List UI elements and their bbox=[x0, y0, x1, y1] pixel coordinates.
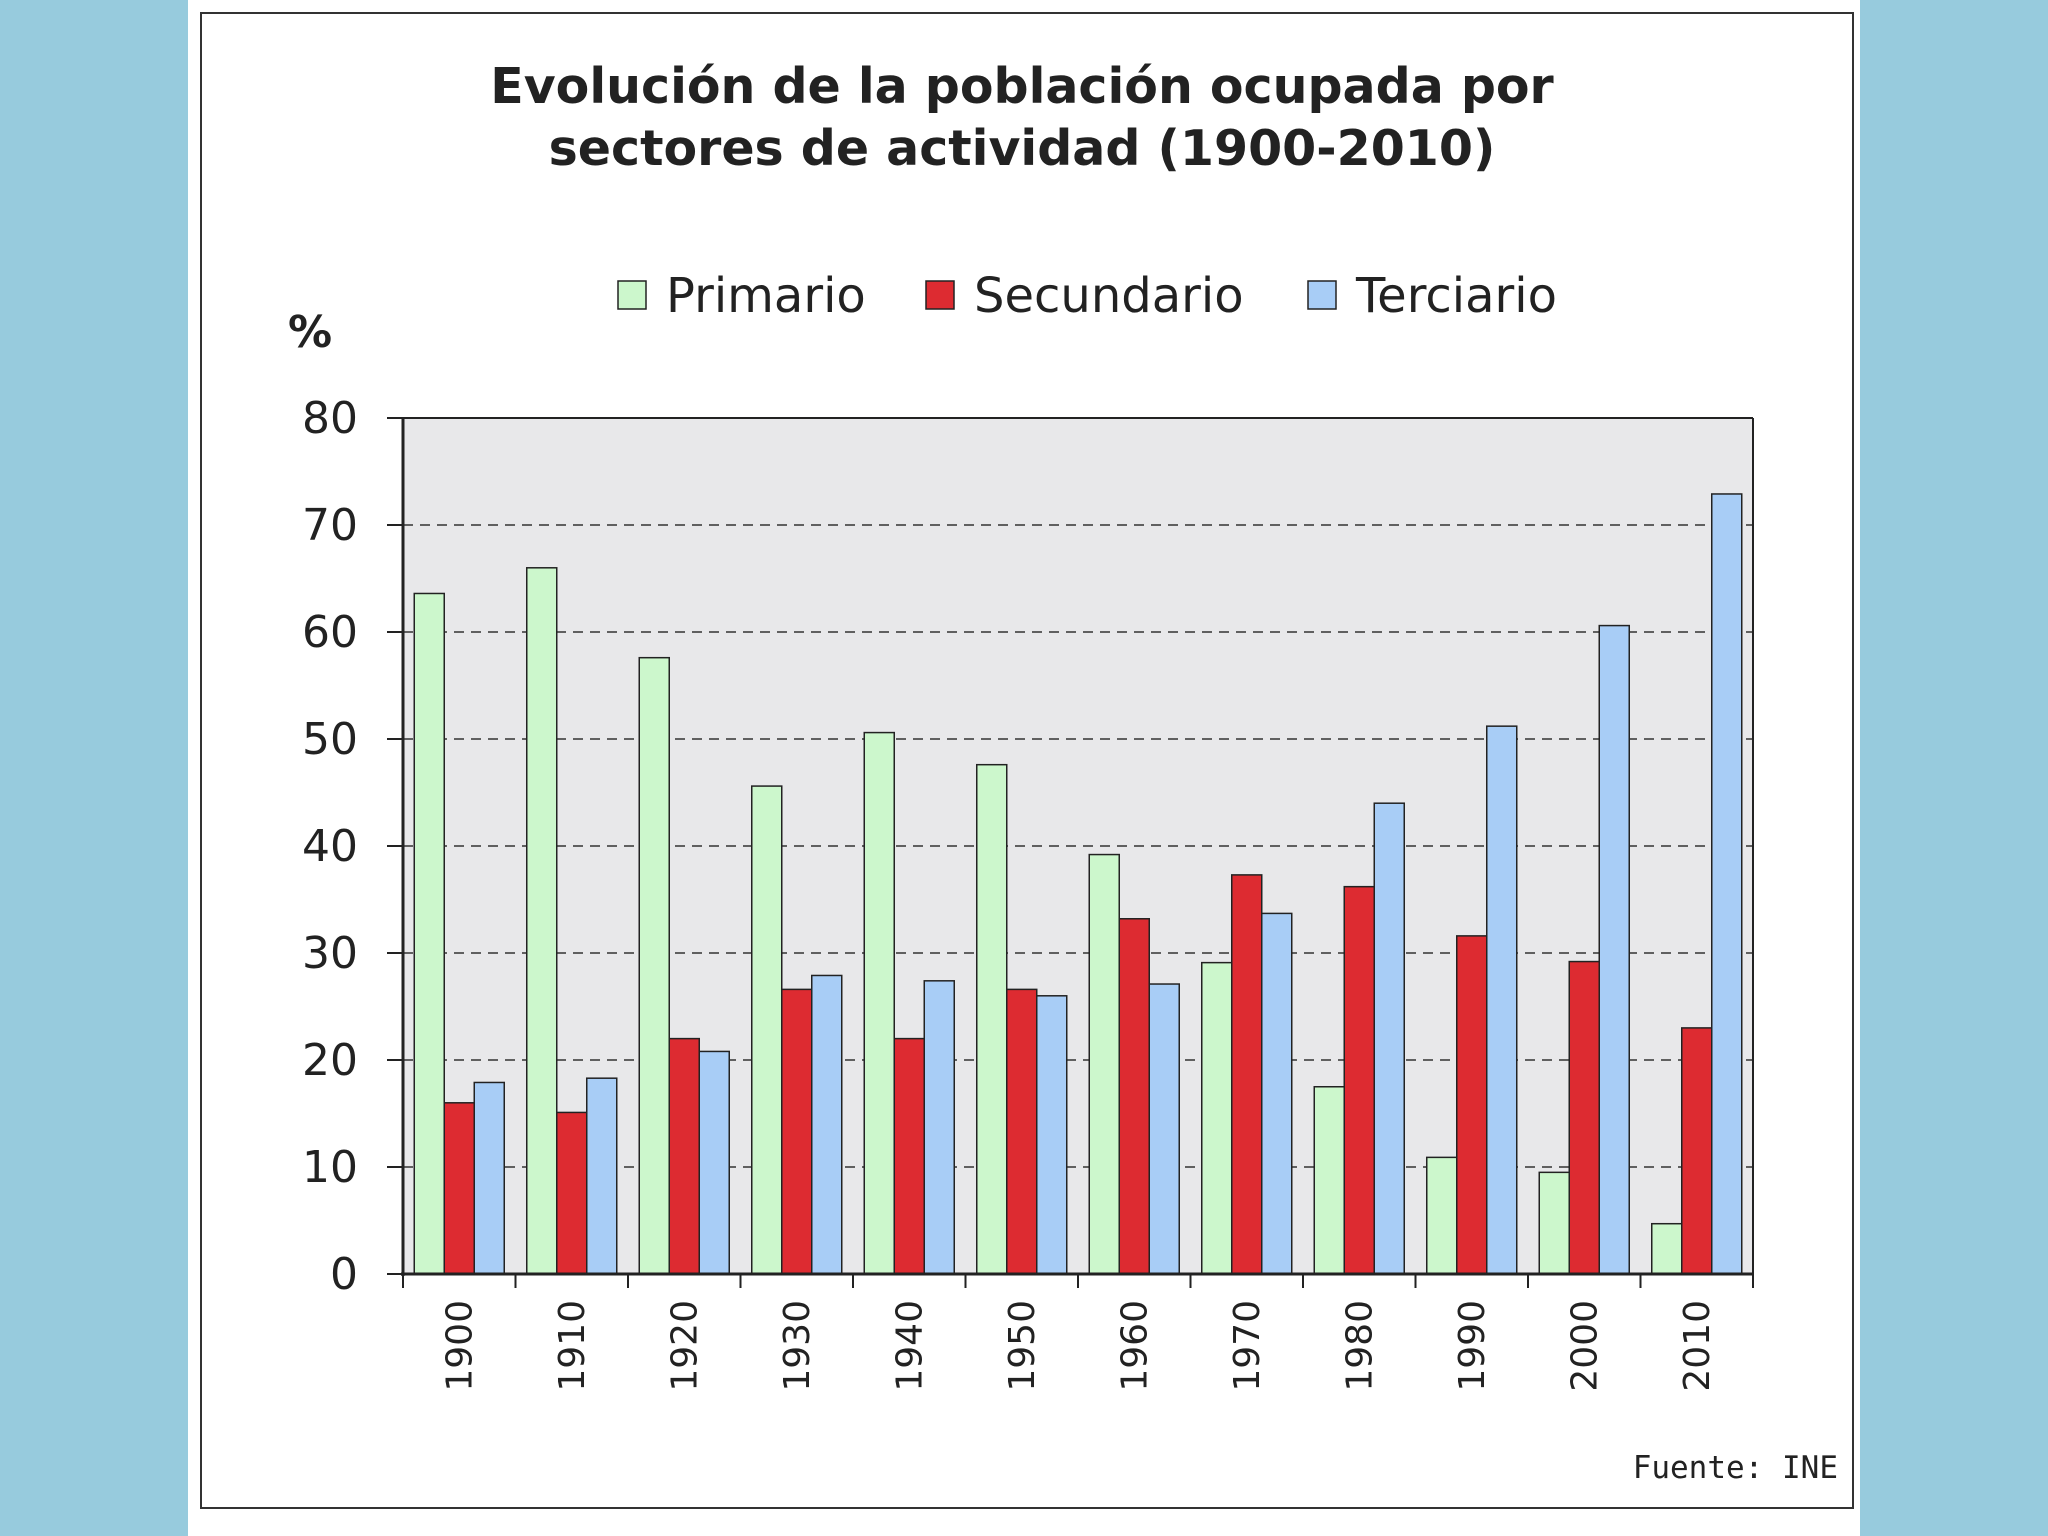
chart: Evolución de la población ocupada por se… bbox=[200, 12, 1854, 1509]
bar-primario-1970 bbox=[1201, 961, 1233, 1275]
bar-terciario-1980 bbox=[1373, 802, 1405, 1275]
legend-swatch-secundario bbox=[925, 280, 955, 310]
bar-secundario-1950 bbox=[1006, 988, 1038, 1275]
chart-title-line-2: sectores de actividad (1900-2010) bbox=[549, 120, 1496, 177]
x-tick-label-1910: 1910 bbox=[552, 1300, 593, 1392]
bar-primario-1960 bbox=[1088, 853, 1120, 1275]
bar-secundario-1960 bbox=[1118, 918, 1150, 1275]
bar-terciario-1910 bbox=[586, 1077, 618, 1275]
legend-label-secundario: Secundario bbox=[974, 268, 1244, 324]
bar-primario-2010 bbox=[1651, 1222, 1683, 1275]
bar-primario-2000 bbox=[1538, 1171, 1570, 1275]
source-note: Fuente: INE bbox=[1633, 1450, 1838, 1486]
y-tick-label-0: 0 bbox=[330, 1249, 358, 1300]
bar-primario-1940 bbox=[863, 731, 895, 1275]
x-tick-label-1900: 1900 bbox=[439, 1300, 480, 1392]
bar-primario-1900 bbox=[413, 592, 445, 1275]
legend-swatch-terciario bbox=[1307, 280, 1337, 310]
x-tick-label-1950: 1950 bbox=[1002, 1300, 1043, 1392]
y-tick-label-50: 50 bbox=[302, 714, 358, 765]
y-axis-label: % bbox=[288, 307, 332, 358]
x-tick-label-1920: 1920 bbox=[664, 1300, 705, 1392]
bar-primario-1980 bbox=[1313, 1086, 1345, 1275]
bar-secundario-1980 bbox=[1343, 885, 1375, 1275]
bars bbox=[413, 493, 1743, 1275]
y-tick-label-60: 60 bbox=[302, 607, 358, 658]
bar-terciario-1920 bbox=[698, 1050, 730, 1275]
bar-secundario-1930 bbox=[781, 988, 813, 1275]
x-tick-label-1930: 1930 bbox=[777, 1300, 818, 1392]
bar-terciario-1900 bbox=[473, 1081, 505, 1275]
x-ticks: 1900 1910 1920 1930 1940 1950 1960 1970 1980 1990… bbox=[402, 1274, 1754, 1392]
x-tick-label-1970: 1970 bbox=[1227, 1300, 1268, 1392]
bar-secundario-1900 bbox=[443, 1102, 475, 1275]
bar-primario-1990 bbox=[1426, 1156, 1458, 1275]
bar-terciario-1940 bbox=[923, 980, 955, 1275]
bar-primario-1950 bbox=[976, 763, 1008, 1275]
bar-secundario-1940 bbox=[893, 1037, 925, 1275]
bar-primario-1910 bbox=[526, 567, 558, 1275]
y-tick-label-40: 40 bbox=[302, 821, 358, 872]
x-tick-label-1940: 1940 bbox=[889, 1300, 930, 1392]
x-tick-label-1980: 1980 bbox=[1339, 1300, 1380, 1392]
bar-secundario-2000 bbox=[1568, 960, 1600, 1275]
bar-primario-1920 bbox=[638, 656, 670, 1275]
y-tick-label-70: 70 bbox=[302, 500, 358, 551]
bar-terciario-2010 bbox=[1711, 493, 1743, 1275]
y-ticks: 0 10 20 30 40 50 60 70 80 bbox=[302, 393, 403, 1300]
legend: Primario Secundario Terciario bbox=[617, 268, 1557, 324]
bar-secundario-1990 bbox=[1456, 935, 1488, 1275]
bar-terciario-1970 bbox=[1261, 912, 1293, 1275]
chart-frame: Evolución de la población ocupada por se… bbox=[188, 0, 1860, 1536]
bar-terciario-1930 bbox=[811, 974, 843, 1275]
bar-terciario-1950 bbox=[1036, 995, 1068, 1275]
bar-terciario-1960 bbox=[1148, 983, 1180, 1275]
x-tick-label-1990: 1990 bbox=[1452, 1300, 1493, 1392]
bar-secundario-1970 bbox=[1231, 874, 1263, 1275]
x-tick-label-1960: 1960 bbox=[1114, 1300, 1155, 1392]
y-tick-label-10: 10 bbox=[302, 1142, 358, 1193]
x-tick-label-2000: 2000 bbox=[1564, 1300, 1605, 1392]
bar-terciario-1990 bbox=[1486, 725, 1518, 1275]
bar-secundario-1910 bbox=[556, 1111, 588, 1275]
y-tick-label-80: 80 bbox=[302, 393, 358, 444]
y-tick-label-30: 30 bbox=[302, 928, 358, 979]
bar-secundario-1920 bbox=[668, 1037, 700, 1275]
bar-secundario-2010 bbox=[1681, 1027, 1713, 1275]
legend-label-terciario: Terciario bbox=[1355, 268, 1557, 324]
legend-label-primario: Primario bbox=[666, 268, 866, 324]
x-tick-label-2010: 2010 bbox=[1677, 1300, 1718, 1392]
bar-primario-1930 bbox=[751, 785, 783, 1275]
y-tick-label-20: 20 bbox=[302, 1035, 358, 1086]
gridlines bbox=[403, 524, 1753, 1168]
bar-terciario-2000 bbox=[1598, 624, 1630, 1275]
chart-title-line-1: Evolución de la población ocupada por bbox=[490, 58, 1554, 115]
legend-swatch-primario bbox=[617, 280, 647, 310]
